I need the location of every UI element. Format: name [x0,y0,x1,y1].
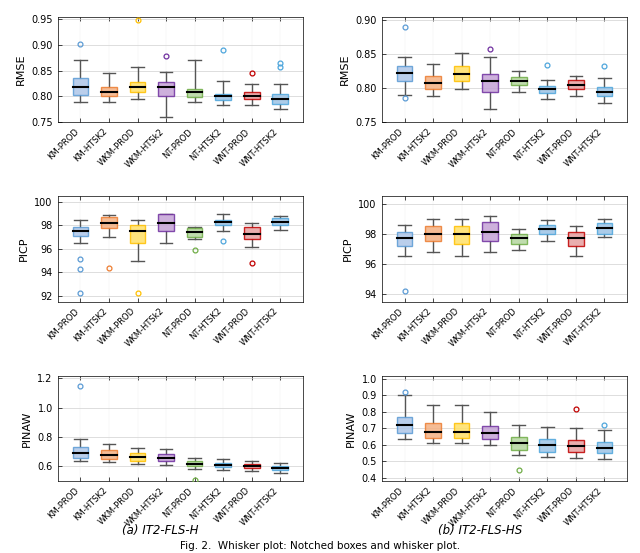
FancyBboxPatch shape [130,226,145,243]
FancyBboxPatch shape [483,426,498,439]
FancyBboxPatch shape [187,88,202,97]
FancyBboxPatch shape [596,223,612,234]
FancyBboxPatch shape [273,218,288,226]
FancyBboxPatch shape [244,465,260,468]
FancyBboxPatch shape [130,82,145,92]
FancyBboxPatch shape [273,466,288,469]
FancyBboxPatch shape [540,439,555,452]
FancyBboxPatch shape [397,232,412,246]
Y-axis label: RMSE: RMSE [340,54,349,85]
FancyBboxPatch shape [540,225,555,234]
FancyBboxPatch shape [425,424,441,438]
FancyBboxPatch shape [596,442,612,453]
FancyBboxPatch shape [568,80,584,90]
FancyBboxPatch shape [454,66,470,81]
FancyBboxPatch shape [425,76,441,90]
FancyBboxPatch shape [187,461,202,466]
FancyBboxPatch shape [101,450,117,459]
Y-axis label: RMSE: RMSE [15,54,26,85]
Y-axis label: PICP: PICP [343,237,353,261]
FancyBboxPatch shape [425,226,441,241]
Text: (a) IT2-FLS-H: (a) IT2-FLS-H [122,524,198,537]
FancyBboxPatch shape [244,227,260,239]
Y-axis label: PINAW: PINAW [22,410,32,446]
FancyBboxPatch shape [215,94,231,100]
FancyBboxPatch shape [187,228,202,237]
FancyBboxPatch shape [215,463,231,467]
FancyBboxPatch shape [454,424,470,438]
FancyBboxPatch shape [511,234,527,244]
Text: Fig. 2.  Whisker plot: Notched boxes and whisker plot.: Fig. 2. Whisker plot: Notched boxes and … [180,541,460,551]
FancyBboxPatch shape [101,217,117,228]
FancyBboxPatch shape [158,213,174,231]
FancyBboxPatch shape [101,87,117,96]
FancyBboxPatch shape [244,92,260,99]
FancyBboxPatch shape [72,227,88,236]
FancyBboxPatch shape [215,220,231,226]
FancyBboxPatch shape [72,447,88,458]
FancyBboxPatch shape [568,232,584,246]
FancyBboxPatch shape [158,82,174,96]
Y-axis label: PINAW: PINAW [346,410,356,446]
FancyBboxPatch shape [158,453,174,461]
FancyBboxPatch shape [397,417,412,433]
Text: (b) IT2-FLS-HS: (b) IT2-FLS-HS [438,524,522,537]
FancyBboxPatch shape [568,440,584,452]
FancyBboxPatch shape [273,94,288,104]
FancyBboxPatch shape [511,77,527,85]
FancyBboxPatch shape [511,437,527,450]
FancyBboxPatch shape [130,452,145,461]
FancyBboxPatch shape [540,86,555,93]
Y-axis label: PICP: PICP [19,237,29,261]
FancyBboxPatch shape [483,75,498,91]
FancyBboxPatch shape [454,226,470,244]
FancyBboxPatch shape [72,79,88,95]
FancyBboxPatch shape [596,87,612,96]
FancyBboxPatch shape [397,66,412,81]
FancyBboxPatch shape [483,222,498,241]
